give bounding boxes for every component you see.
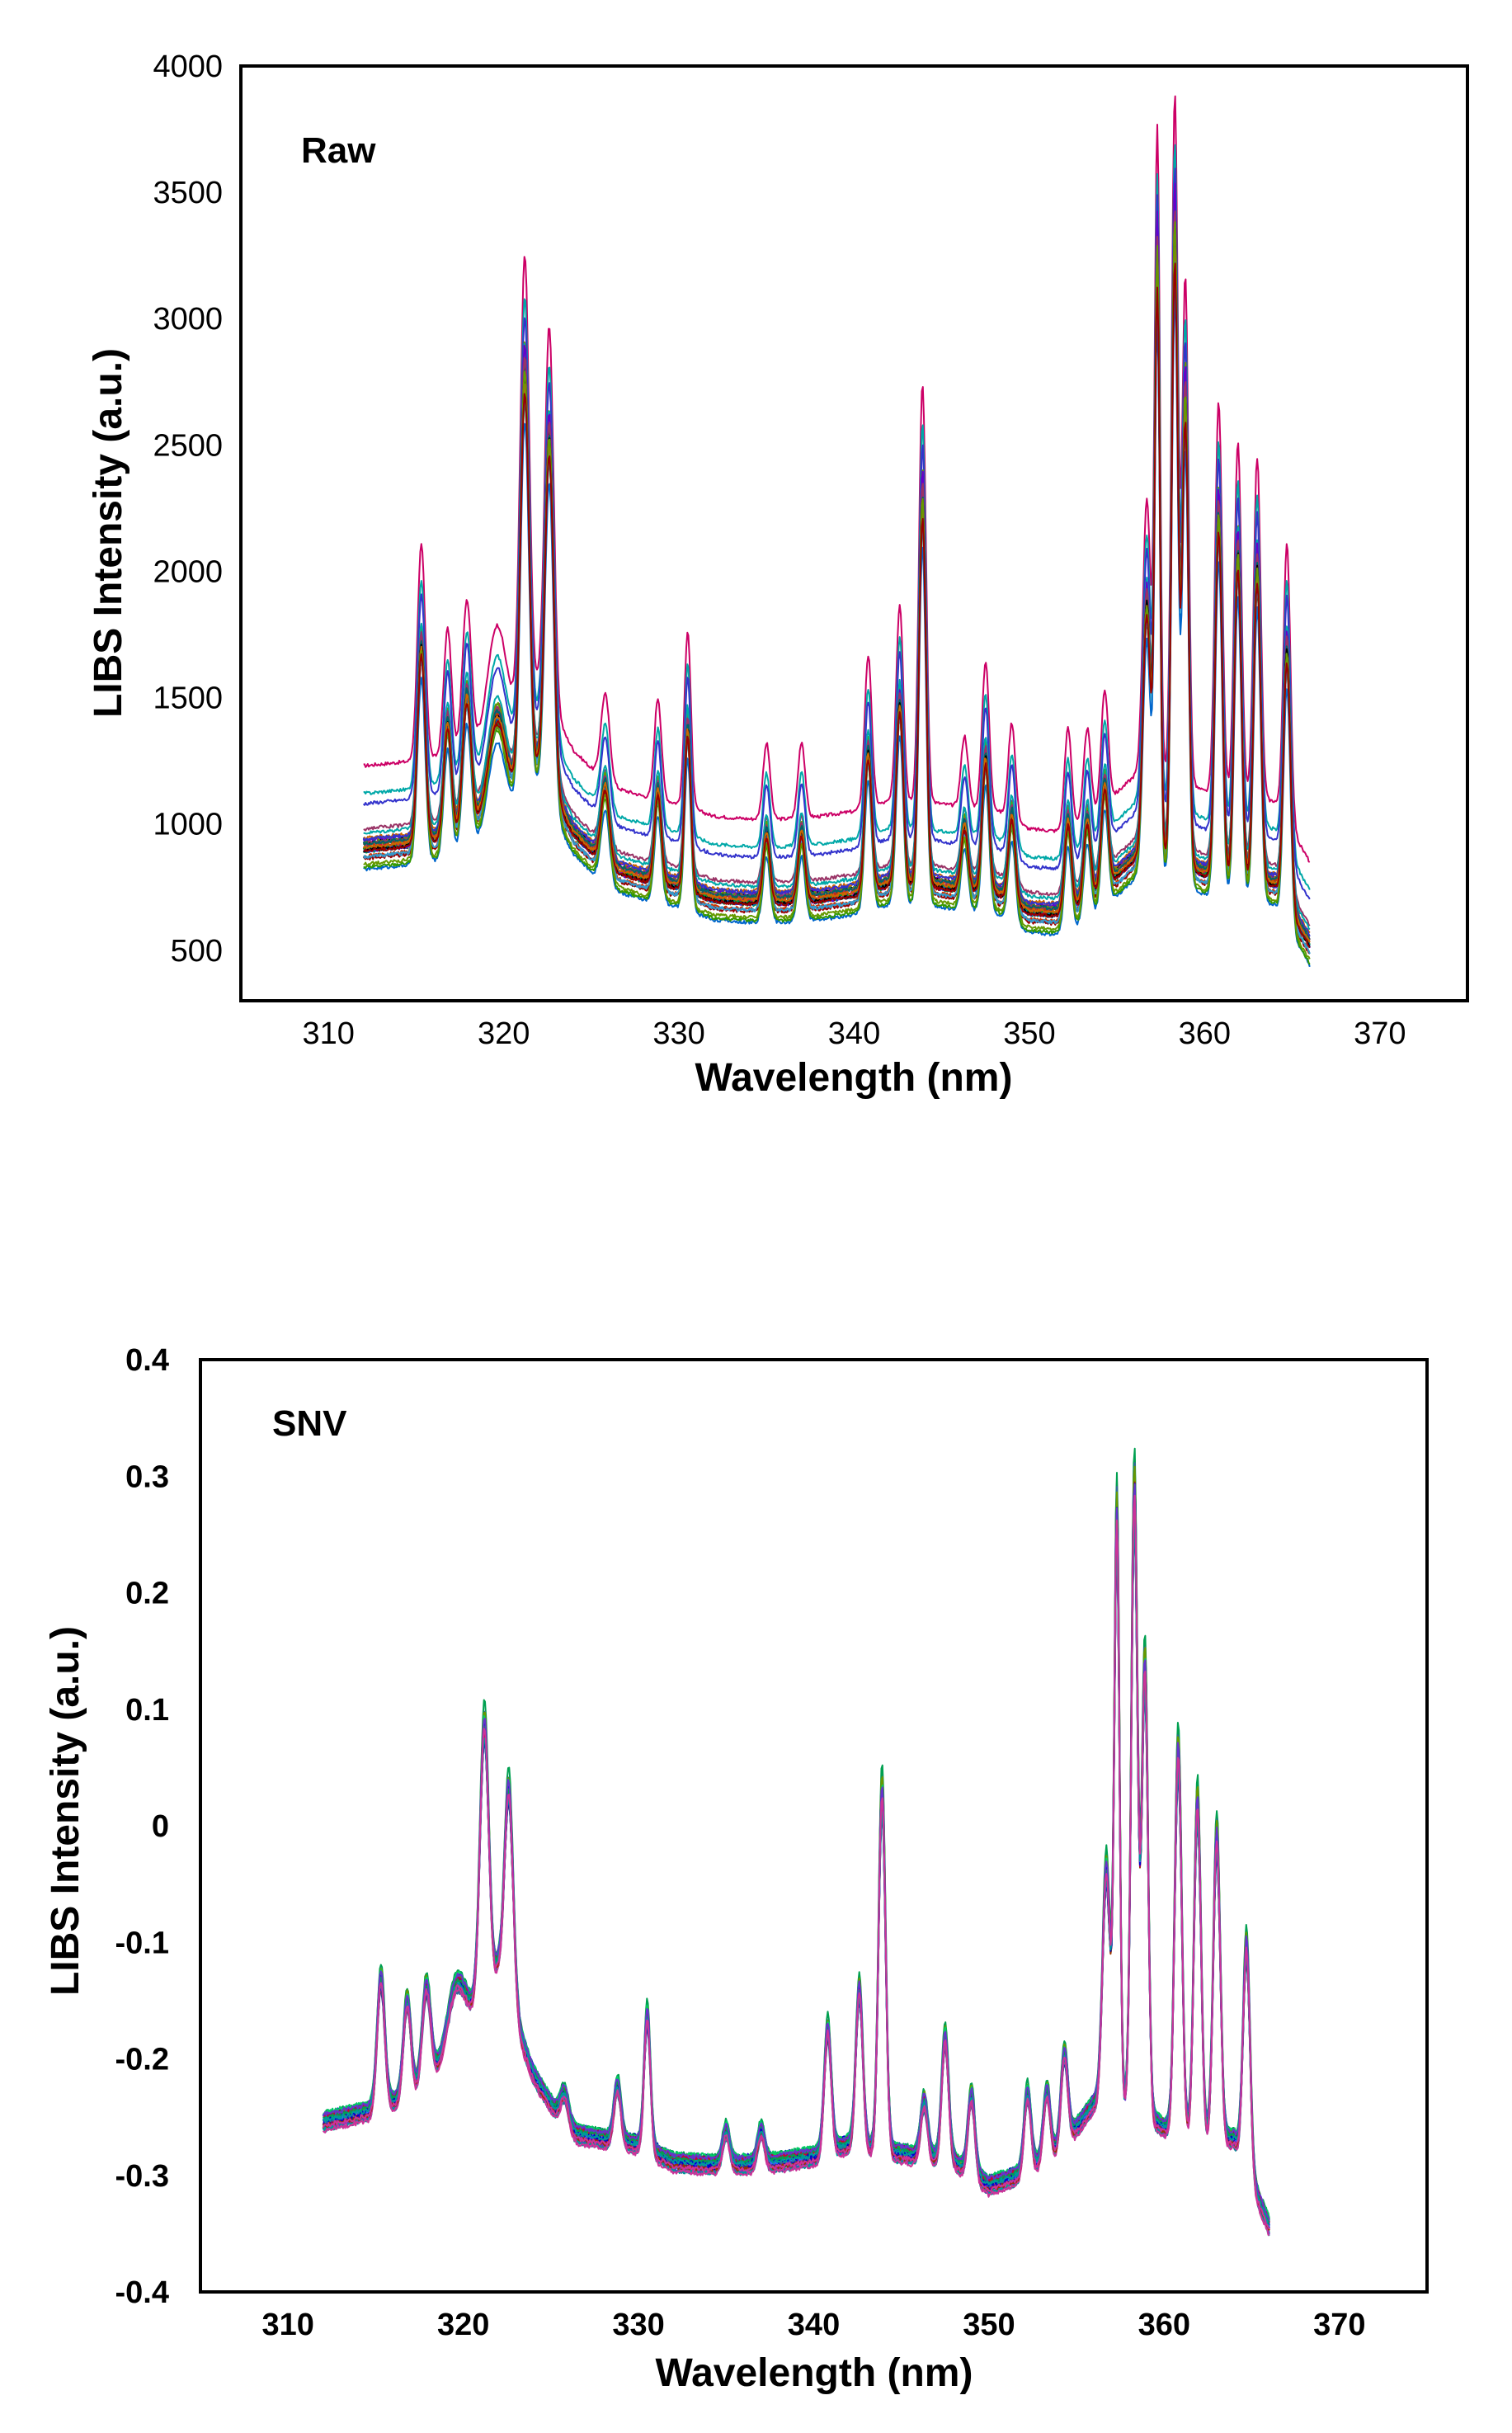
x-tick-label: 340: [828, 1016, 880, 1051]
y-tick-label: 2000: [153, 554, 223, 589]
snv-spectrum-line: [323, 1462, 1270, 2233]
snv-spectrum-line: [322, 1486, 1270, 2237]
snv-spectrum-line: [323, 1489, 1270, 2235]
x-tick-label: 350: [1003, 1016, 1055, 1051]
snv-spectrum-line: [322, 1462, 1270, 2227]
snv-spectrum-line: [323, 1447, 1270, 2220]
raw-y-ticks: 500 1000 1500 2000 2500 3000 3500 4000: [153, 50, 223, 969]
x-tick-label: 370: [1354, 1016, 1406, 1051]
snv-spectrum-line: [322, 1521, 1270, 2228]
x-tick-label: 330: [652, 1016, 704, 1051]
raw-series-group: [362, 95, 1311, 968]
raw-y-axis-title: LIBS Intensity (a.u.): [87, 348, 130, 718]
snv-spectrum-line: [323, 1476, 1270, 2223]
y-tick-label: 1500: [153, 681, 223, 716]
raw-chart-panel: 310 320 330 340 350 360 370 500 1000 1500 2000 250…: [87, 50, 1469, 1100]
y-tick-label: 0.1: [125, 1693, 169, 1728]
y-tick-label: 0: [152, 1809, 169, 1844]
snv-series-group: [322, 1447, 1270, 2237]
snv-spectrum-line: [322, 1459, 1270, 2230]
snv-spectrum-line: [323, 1522, 1270, 2228]
y-tick-label: -0.3: [115, 2159, 169, 2194]
x-tick-label: 350: [963, 2308, 1015, 2342]
snv-spectrum-line: [323, 1519, 1270, 2234]
snv-spectrum-line: [323, 1507, 1270, 2223]
snv-spectrum-line: [322, 1520, 1270, 2227]
snv-spectrum-line: [322, 1506, 1270, 2220]
y-tick-label: 0.3: [125, 1459, 169, 1494]
y-tick-label: 3000: [153, 302, 223, 337]
snv-spectrum-line: [323, 1484, 1270, 2218]
x-tick-label: 320: [437, 2308, 489, 2342]
x-tick-label: 370: [1313, 2308, 1365, 2342]
snv-spectrum-line: [323, 1512, 1270, 2223]
x-tick-label: 340: [788, 2308, 840, 2342]
snv-spectrum-line: [323, 1514, 1270, 2223]
snv-panel-title: SNV: [272, 1403, 347, 1444]
x-tick-label: 330: [612, 2308, 664, 2342]
snv-y-axis-title: LIBS Intensity (a.u.): [44, 1626, 87, 1996]
y-tick-label: 0.4: [125, 1343, 169, 1378]
y-tick-label: 2500: [153, 428, 223, 463]
snv-spectrum-line: [322, 1481, 1270, 2231]
y-tick-label: 1000: [153, 808, 223, 842]
raw-spectrum-line: [363, 262, 1311, 949]
x-tick-label: 360: [1179, 1016, 1231, 1051]
raw-panel-title: Raw: [301, 130, 376, 171]
snv-spectrum-line: [322, 1496, 1270, 2218]
y-tick-label: 0.2: [125, 1577, 169, 1611]
snv-y-ticks: -0.4 -0.3 -0.2 -0.1 0 0.1 0.2 0.3 0.4: [115, 1343, 169, 2310]
snv-spectrum-line: [322, 1500, 1270, 2223]
y-tick-label: -0.4: [115, 2275, 169, 2310]
snv-spectrum-line: [322, 1518, 1270, 2223]
snv-spectrum-line: [322, 1480, 1270, 2237]
y-tick-label: -0.2: [115, 2043, 169, 2077]
snv-spectrum-line: [322, 1502, 1270, 2231]
snv-x-ticks: 310 320 330 340 350 360 370: [262, 2308, 1366, 2342]
snv-spectrum-line: [323, 1488, 1270, 2224]
snv-spectrum-line: [323, 1465, 1270, 2219]
snv-spectrum-line: [322, 1483, 1270, 2221]
x-tick-label: 310: [303, 1016, 355, 1051]
raw-spectrum-line: [363, 295, 1311, 968]
snv-spectrum-line: [322, 1524, 1270, 2228]
y-tick-label: 3500: [153, 176, 223, 210]
x-tick-label: 360: [1138, 2308, 1190, 2342]
x-tick-label: 310: [262, 2308, 314, 2342]
raw-x-axis-title: Wavelength (nm): [695, 1056, 1013, 1100]
snv-plot-frame: [199, 1358, 1429, 2294]
snv-spectrum-line: [322, 1494, 1270, 2230]
snv-x-axis-title: Wavelength (nm): [656, 2351, 973, 2395]
y-tick-label: -0.1: [115, 1926, 169, 1960]
raw-x-ticks: 310 320 330 340 350 360 370: [303, 1016, 1406, 1051]
raw-plot-frame: [239, 64, 1469, 1002]
y-tick-label: 4000: [153, 50, 223, 84]
snv-spectrum-line: [322, 1483, 1270, 2226]
y-tick-label: 500: [171, 934, 223, 969]
x-tick-label: 320: [478, 1016, 530, 1051]
snv-spectrum-line: [323, 1518, 1270, 2228]
snv-spectrum-line: [323, 1523, 1270, 2231]
snv-chart-panel: 310 320 330 340 350 360 370 -0.4 -0.3 -0.2 -0.1 0 0…: [44, 1343, 1429, 2395]
